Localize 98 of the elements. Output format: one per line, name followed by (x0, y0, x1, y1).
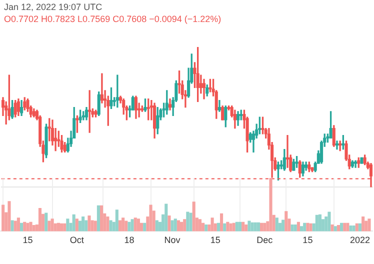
bar (202, 222, 205, 232)
bar (368, 218, 371, 232)
bar (176, 220, 180, 232)
bar (349, 226, 352, 232)
bar (275, 218, 278, 232)
bar (10, 220, 14, 232)
bar (256, 222, 260, 232)
bar (294, 224, 297, 232)
bar (192, 202, 196, 232)
x-tick-label: 2022 (350, 235, 370, 246)
bar (328, 212, 331, 232)
bar (8, 201, 11, 232)
bar (336, 225, 340, 232)
bar (306, 222, 310, 232)
bar (174, 218, 177, 232)
bar (282, 220, 285, 232)
bar (303, 222, 306, 232)
x-tick-label: 15 (22, 235, 33, 246)
bar (204, 224, 208, 232)
bar (269, 178, 272, 232)
bar (296, 222, 300, 232)
x-tick-label: 15 (210, 235, 220, 246)
bar (186, 212, 190, 232)
bar (346, 222, 350, 232)
bar (130, 219, 134, 232)
bar (96, 205, 100, 232)
bar (164, 204, 168, 232)
bar (362, 216, 365, 232)
bar (355, 223, 358, 232)
bar (248, 220, 251, 232)
bar (216, 222, 220, 232)
bar (343, 222, 346, 232)
text: O0.7702 H0.7823 L0.7569 C0.7608 −0.0094 (−1.22%) (4, 14, 222, 24)
x-tick-label: Dec (256, 235, 274, 246)
bar (134, 218, 137, 232)
bar (50, 218, 54, 232)
x-tick-label: 15 (302, 235, 313, 246)
bar (38, 208, 42, 232)
bar (2, 204, 5, 232)
bar (84, 220, 88, 232)
bar (118, 220, 122, 232)
x-tick-label: Oct (70, 235, 84, 246)
bar (16, 218, 20, 232)
bar (128, 222, 131, 232)
x-tick-label: Nov (164, 235, 181, 246)
bar (232, 222, 236, 232)
bar (124, 220, 128, 232)
bar (109, 220, 112, 232)
bar (115, 210, 118, 232)
bar (352, 226, 356, 232)
bar (238, 222, 242, 232)
x-tick-label: 18 (124, 235, 134, 246)
bar (334, 226, 337, 232)
bar (290, 224, 294, 232)
bar (63, 223, 66, 232)
bar (260, 222, 264, 232)
bar (14, 220, 17, 232)
bar (198, 219, 202, 232)
bar (140, 222, 144, 232)
bar (44, 212, 48, 232)
bar (168, 215, 171, 232)
bar (66, 218, 70, 232)
bar (23, 222, 26, 232)
bar (309, 223, 312, 232)
candlestick (286, 134, 290, 168)
bar (223, 223, 226, 232)
bar (183, 219, 186, 232)
bar (78, 220, 82, 232)
bar (284, 211, 288, 232)
bar (72, 214, 76, 232)
bar (48, 220, 51, 232)
bar (315, 214, 318, 232)
bar (358, 223, 362, 232)
bar (75, 218, 78, 232)
bar (235, 222, 238, 232)
bar (170, 220, 174, 232)
bar (220, 213, 224, 232)
text: Jan 12, 2022 19:07 UTC (4, 2, 102, 12)
bar (20, 222, 24, 232)
bar (226, 222, 230, 232)
bar (149, 204, 152, 232)
bar (100, 205, 104, 232)
candlestick (335, 140, 339, 150)
bar (94, 220, 97, 232)
bar (136, 218, 140, 232)
bar (106, 216, 110, 232)
bar (242, 222, 245, 232)
candlestick (354, 160, 358, 168)
bar (300, 226, 304, 232)
bar (143, 222, 146, 232)
bar (189, 212, 192, 232)
bar (155, 220, 158, 232)
bar (340, 222, 344, 232)
bar (244, 224, 248, 232)
candlestick (100, 73, 104, 104)
bar (330, 224, 334, 232)
bar (88, 215, 91, 232)
bar (210, 218, 214, 232)
